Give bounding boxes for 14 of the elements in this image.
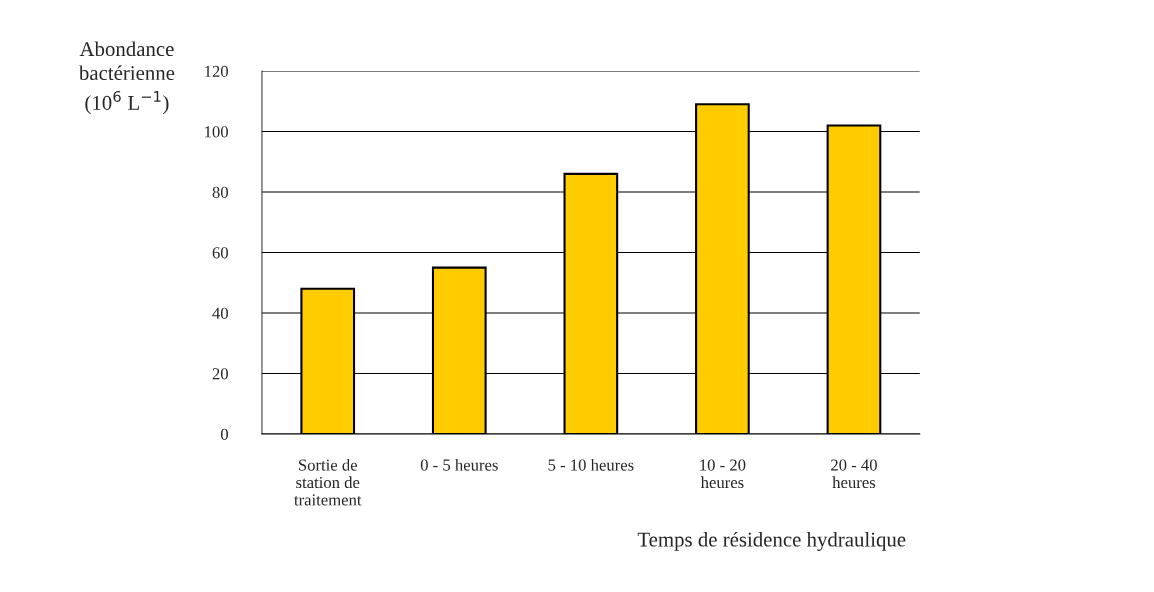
- y-tick-label: 60: [212, 247, 228, 259]
- y-axis-title: Abondance bactérienne (10$^{6}$ L$^{−1}$): [78, 41, 175, 115]
- x-tick-label: 10 - 20 heures: [700, 459, 746, 489]
- y-tick-label: 120: [205, 65, 228, 77]
- x-axis-title: Temps de résidence hydraulique: [637, 531, 906, 551]
- y-tick-label: 20: [212, 368, 228, 380]
- y-tick-label: 80: [212, 186, 228, 198]
- x-tick-label: Sortie de station de traitement: [294, 458, 362, 506]
- y-tick-label: 100: [205, 126, 228, 138]
- x-tick-label: 20 - 40 heures: [831, 459, 877, 489]
- x-tick-label: 5 - 10 heures: [548, 458, 634, 471]
- y-tick-label: 40: [212, 307, 228, 319]
- y-tick-label: 0: [220, 428, 228, 440]
- x-tick-label: 0 - 5 heures: [420, 458, 498, 471]
